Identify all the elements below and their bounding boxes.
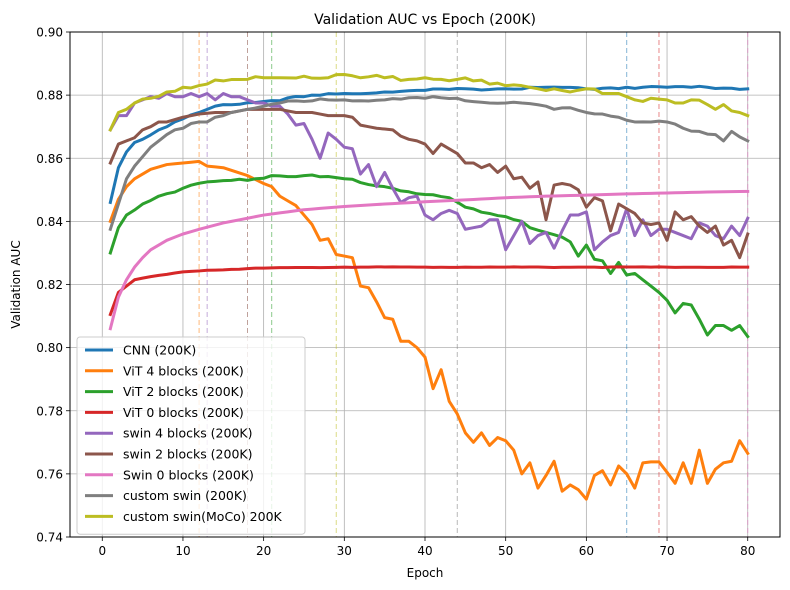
y-tick-label: 0.82 [36, 278, 63, 292]
legend-entry-label: CNN (200K) [123, 343, 196, 358]
y-tick-label: 0.76 [36, 467, 63, 481]
series-line [108, 84, 750, 205]
y-tick-label: 0.84 [36, 215, 63, 229]
series-line [108, 173, 750, 339]
y-tick-label: 0.80 [36, 341, 63, 355]
x-tick-label: 50 [498, 544, 513, 558]
x-tick-label: 30 [337, 544, 352, 558]
legend: CNN (200K) ViT 4 blocks (200K) ViT 2 block… [76, 336, 306, 535]
legend-entry-label: custom swin(MoCo) 200K [123, 509, 283, 524]
legend-entry-label: swin 2 blocks (200K) [123, 447, 253, 462]
x-tick-label: 0 [98, 544, 106, 558]
y-tick-label: 0.90 [36, 26, 63, 40]
x-tick-label: 20 [256, 544, 271, 558]
y-tick-label: 0.78 [36, 404, 63, 418]
legend-entry-label: Swin 0 blocks (200K) [123, 467, 254, 482]
y-axis-title: Validation AUC [9, 240, 23, 328]
series-line [108, 107, 750, 260]
x-axis-title: Epoch [407, 566, 444, 580]
series-line [108, 95, 750, 232]
legend-entry-label: ViT 0 blocks (200K) [123, 405, 244, 420]
legend-entry-label: swin 4 blocks (200K) [123, 426, 253, 441]
series-line [108, 159, 750, 501]
series-line [108, 189, 750, 331]
legend-box [76, 336, 306, 535]
x-tick-label: 10 [175, 544, 190, 558]
legend-entry-label: ViT 2 blocks (200K) [123, 384, 244, 399]
series-lines [108, 72, 750, 501]
series-line [108, 265, 750, 317]
axis-ticks: 0 10 20 30 40 50 60 70 80 0.74 0.76 0.78 0.80 0.82 0.8… [36, 26, 755, 559]
y-tick-label: 0.74 [36, 531, 63, 545]
y-tick-label: 0.88 [36, 89, 63, 103]
legend-entry-label: custom swin (200K) [123, 488, 247, 503]
series-line [108, 72, 750, 132]
x-tick-label: 70 [659, 544, 674, 558]
x-tick-label: 40 [417, 544, 432, 558]
legend-entry-label: ViT 4 blocks (200K) [123, 363, 244, 378]
x-tick-label: 60 [579, 544, 594, 558]
x-tick-label: 80 [740, 544, 755, 558]
chart-title: Validation AUC vs Epoch (200K) [314, 12, 536, 28]
y-tick-label: 0.86 [36, 152, 63, 166]
